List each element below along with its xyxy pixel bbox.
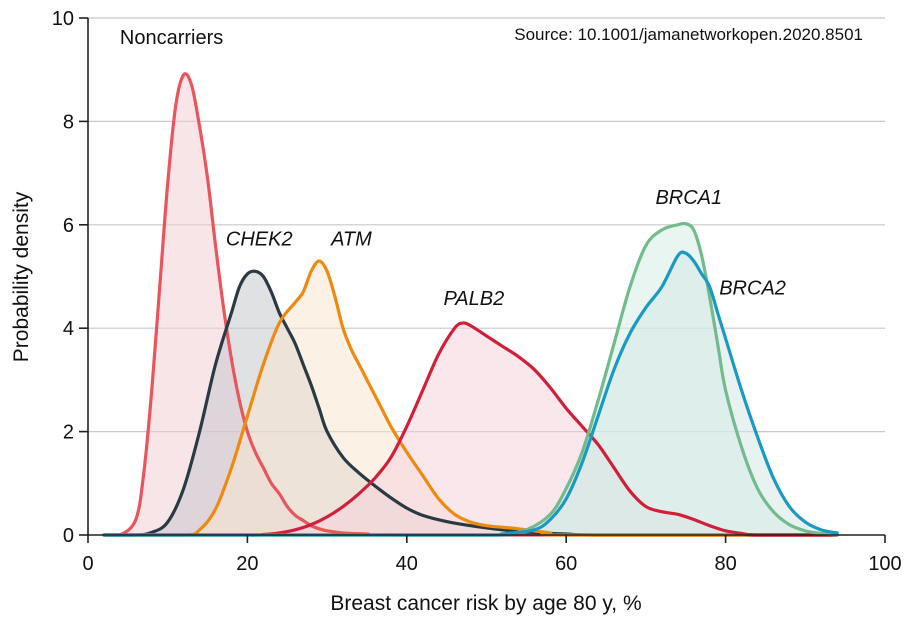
ytick-label-0: 0 [63,525,74,547]
line-brca2 [102,250,839,537]
density-lines [102,72,839,537]
ytick-label-2: 2 [63,422,74,444]
xtick-label-60: 60 [555,553,577,575]
xtick-label-20: 20 [236,553,258,575]
area-brca2 [103,252,838,535]
series-label-noncarriers: Noncarriers [120,27,223,49]
ytick-label-6: 6 [63,215,74,237]
line-palb2 [102,321,839,537]
axes [79,17,886,543]
series-label-brca1: BRCA1 [655,187,722,209]
ytick-label-8: 8 [63,111,74,133]
ytick-label-10: 10 [52,8,74,30]
series-label-palb2: PALB2 [443,288,504,310]
line-chek2 [102,269,839,537]
y-axis-label: Probability density [10,191,33,362]
xtick-label-80: 80 [714,553,736,575]
source-note: Source: 10.1001/jamanetworkopen.2020.850… [514,25,863,44]
series-label-chek2: CHEK2 [226,228,293,250]
x-axis-label: Breast cancer risk by age 80 y, % [330,592,641,615]
series-label-atm: ATM [330,228,372,250]
line-brca1 [102,221,839,537]
area-noncarriers [103,73,838,535]
xtick-label-0: 0 [82,553,93,575]
line-noncarriers [102,72,839,537]
series-label-brca2: BRCA2 [719,278,786,300]
series-labels: Noncarriers CHEK2 ATM PALB2 BRCA1 BRCA2 [120,27,786,310]
line-atm [102,259,839,537]
ytick-label-4: 4 [63,318,74,340]
area-palb2 [103,322,838,535]
xtick-label-40: 40 [396,553,418,575]
xtick-label-100: 100 [868,553,901,575]
